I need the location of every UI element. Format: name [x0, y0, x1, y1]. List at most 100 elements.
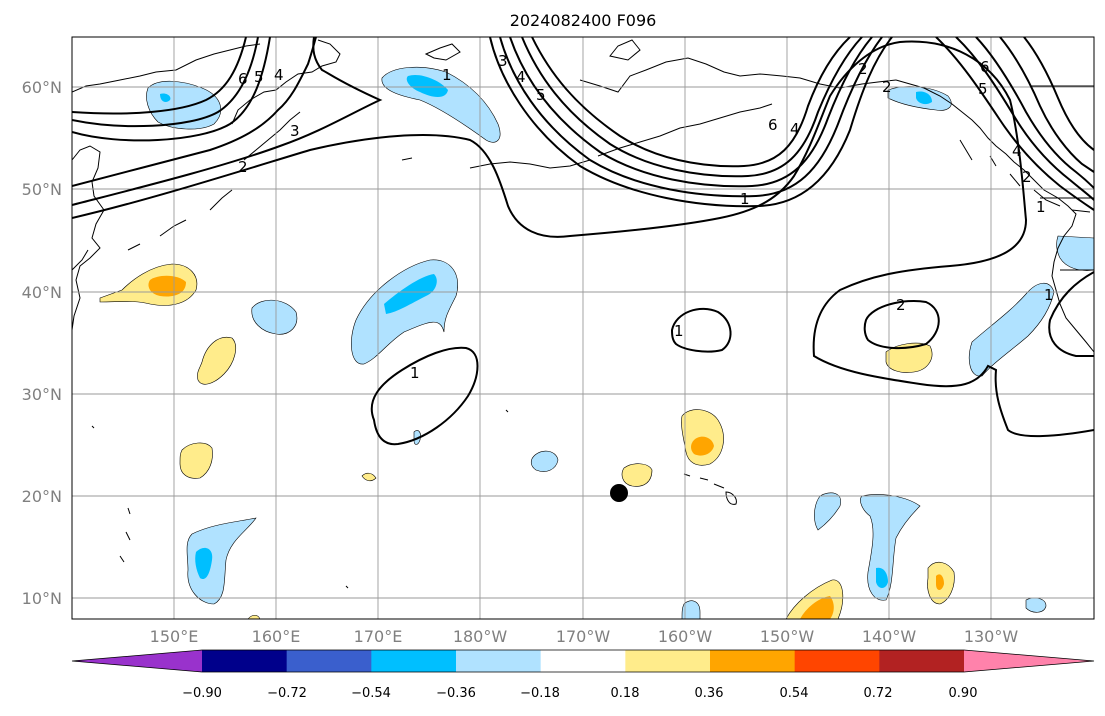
contour-label: 2	[858, 60, 868, 78]
contour-line	[1023, 37, 1094, 151]
positive-anomaly-regions	[99, 263, 955, 619]
contour-line	[499, 37, 883, 198]
colorbar-tick-label: −0.90	[182, 686, 222, 701]
lon-label: 160°W	[658, 627, 713, 646]
latitude-labels: 60°N 50°N 40°N 30°N 20°N 10°N	[22, 78, 62, 608]
kuril-islands	[127, 111, 301, 251]
negative-anomaly-core	[160, 93, 171, 102]
contour-line	[999, 37, 1094, 173]
contour-label: 6	[980, 58, 990, 76]
contour-label: 1	[410, 364, 420, 382]
hawaii-islands	[683, 473, 737, 505]
negative-anomaly-region	[969, 282, 1055, 377]
lat-label: 50°N	[22, 180, 62, 199]
colorbar-bin	[794, 650, 880, 672]
colorbar-tick-label: 0.36	[695, 686, 724, 701]
positive-anomaly-core	[936, 574, 944, 590]
contour-label: 5	[536, 86, 546, 104]
colorbar-bin	[879, 650, 965, 672]
map-plot-area: 6 5 4 3 2 1 5 4 3 2 1 6 4 2 1 6 5 4 2 1 …	[72, 37, 1094, 619]
lat-label: 60°N	[22, 78, 62, 97]
contour-label: 5	[254, 68, 264, 86]
contour-line	[72, 37, 247, 115]
lat-label: 30°N	[22, 385, 62, 404]
contour-label: 2	[1022, 168, 1032, 186]
negative-anomaly-core	[195, 547, 213, 580]
contours	[72, 37, 1094, 446]
contour-label: 1	[1044, 286, 1054, 304]
lat-label: 10°N	[22, 589, 62, 608]
negative-anomaly-region	[1025, 597, 1047, 613]
contour-line	[72, 37, 383, 206]
positive-anomaly-region	[361, 472, 377, 482]
colorbar-bin	[540, 650, 626, 672]
negative-anomaly-region	[381, 66, 501, 143]
colorbar-bin	[286, 650, 372, 672]
contour-line	[863, 300, 940, 350]
colorbar-bin	[710, 650, 796, 672]
contour-label: 3	[498, 52, 508, 70]
negative-anomaly-core	[876, 567, 888, 588]
colorbar-tick-label: 0.54	[780, 686, 809, 701]
contour-line	[509, 37, 873, 188]
contour-label: 1	[674, 322, 684, 340]
border-line	[1030, 85, 1094, 271]
contour-line	[72, 37, 259, 128]
contour-line	[521, 37, 863, 178]
positive-anomaly-region	[179, 442, 213, 479]
negative-anomaly-region	[681, 600, 701, 619]
strong-positive-cores	[148, 275, 944, 619]
lat-label: 40°N	[22, 283, 62, 302]
negative-anomaly-region	[530, 450, 559, 472]
colorbar-bin	[202, 650, 288, 672]
map-title: 2024082400 F096	[510, 11, 657, 30]
lon-label: 180°W	[453, 627, 508, 646]
colorbar-bin	[456, 650, 542, 672]
colorbar-bin	[72, 650, 202, 672]
coastlines	[72, 39, 1094, 589]
negative-anomaly-core	[406, 74, 448, 97]
contour-line	[975, 37, 1094, 189]
contour-line	[489, 37, 893, 208]
pacific-islands	[91, 409, 509, 589]
colorbar-tick-label: −0.72	[267, 686, 307, 701]
colorbar-tick-labels: −0.90 −0.72 −0.54 −0.36 −0.18 0.18 0.36 …	[182, 686, 977, 701]
lon-label: 170°W	[556, 627, 611, 646]
alaska-coastline	[401, 39, 897, 169]
contour-line	[72, 37, 271, 142]
contour-label: 2	[238, 158, 248, 176]
negative-anomaly-region	[860, 494, 921, 601]
colorbar-outline	[71, 649, 1095, 673]
contour-label: 4	[516, 68, 526, 86]
storm-center-marker	[610, 484, 628, 502]
contour-line	[72, 40, 1094, 438]
graticule	[72, 37, 1094, 619]
negative-anomaly-core	[916, 91, 932, 105]
contour-label: 1	[740, 190, 750, 208]
negative-anomaly-region	[186, 517, 257, 605]
contour-label: 2	[882, 78, 892, 96]
colorbar-tick-label: 0.90	[949, 686, 978, 701]
contour-label: 6	[238, 70, 248, 88]
positive-anomaly-region	[621, 463, 653, 487]
contour-labels: 6 5 4 3 2 1 5 4 3 2 1 6 4 2 1 6 5 4 2 1 …	[238, 52, 1054, 382]
positive-anomaly-core	[148, 275, 186, 297]
positive-anomaly-region	[197, 336, 236, 385]
colorbar-tick-label: 0.18	[611, 686, 640, 701]
lon-label: 150°E	[150, 627, 199, 646]
lon-label: 140°W	[862, 627, 917, 646]
colorbar	[71, 649, 1095, 673]
negative-anomaly-region	[814, 492, 841, 531]
positive-anomaly-region	[885, 342, 933, 373]
negative-anomaly-core	[384, 274, 437, 314]
colorbar-tick-label: −0.18	[520, 686, 560, 701]
north-america-coastline	[895, 79, 1094, 353]
colorbar-bin	[964, 650, 1094, 672]
positive-anomaly-core	[691, 436, 714, 456]
contour-line	[670, 307, 732, 353]
asia-coastline	[72, 43, 261, 331]
kamchatka-coastline	[231, 39, 341, 125]
negative-anomaly-region	[351, 259, 458, 365]
